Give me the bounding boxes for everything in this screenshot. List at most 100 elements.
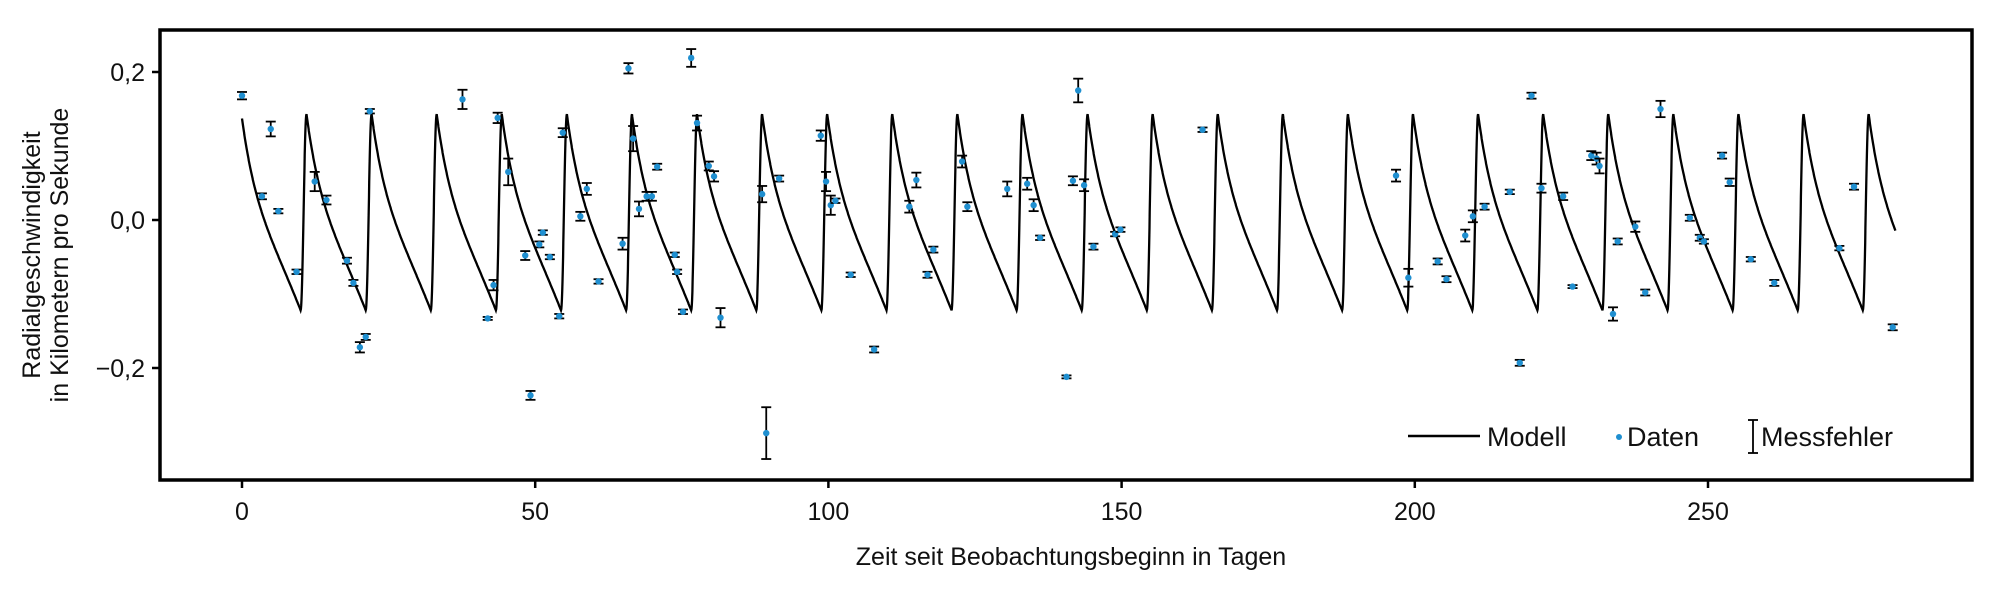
data-point <box>911 171 922 189</box>
data-point <box>957 154 968 169</box>
y-axis-label-line1: Radialgeschwindigkeit <box>18 131 46 378</box>
data-point <box>761 406 772 460</box>
data-point <box>1028 198 1039 213</box>
data-point <box>457 88 468 110</box>
y-axis-label-line2: in Kilometern pro Sekunde <box>46 108 74 403</box>
data-point <box>652 162 663 171</box>
x-tick-label: 50 <box>521 498 549 526</box>
data-point <box>1079 178 1090 193</box>
data-point <box>623 62 634 75</box>
data-point <box>1698 238 1709 245</box>
x-axis-ticks: 0 50 100 150 200 250 <box>235 480 1729 526</box>
data-point <box>1035 234 1046 241</box>
data-point <box>830 197 841 204</box>
data-point <box>633 200 644 218</box>
data-point <box>544 253 555 261</box>
data-point <box>492 111 503 124</box>
data-point <box>309 170 320 193</box>
data-point <box>1467 209 1478 224</box>
data-point <box>1745 256 1756 263</box>
data-point <box>1640 288 1651 297</box>
data-point <box>845 271 856 278</box>
data-point <box>1067 175 1078 187</box>
data-point <box>1887 323 1898 332</box>
data-point <box>1655 99 1666 119</box>
y-tick-label: 0,0 <box>110 207 145 235</box>
data-point <box>1073 77 1084 104</box>
legend-error-label: Messfehler <box>1761 422 1893 452</box>
data-point <box>1608 306 1619 322</box>
data-point <box>962 201 973 213</box>
data-point <box>617 236 628 251</box>
data-point <box>575 210 586 222</box>
data-point <box>525 390 536 401</box>
data-point <box>291 268 302 275</box>
data-point <box>821 170 832 193</box>
data-point <box>686 48 697 68</box>
data-point <box>922 270 933 279</box>
data-point <box>757 185 768 204</box>
data-point <box>669 251 680 258</box>
data-point <box>1088 242 1099 251</box>
data-point <box>715 307 726 329</box>
data-point <box>1558 191 1569 201</box>
data-point <box>692 114 703 132</box>
data-point <box>1594 157 1605 175</box>
legend-data-label: Daten <box>1627 422 1699 452</box>
data-point <box>1432 257 1443 266</box>
data-point <box>815 129 826 142</box>
data-point <box>1441 275 1452 284</box>
data-point <box>534 240 545 249</box>
data-point <box>364 108 375 115</box>
data-point <box>1391 168 1402 183</box>
data-point <box>1684 213 1695 222</box>
legend-data-dot-icon <box>1616 434 1622 440</box>
data-point <box>581 182 592 196</box>
data-point <box>520 250 531 261</box>
data-point <box>360 333 371 341</box>
data-points <box>237 48 1898 460</box>
data-point <box>537 229 548 236</box>
data-point <box>646 190 657 202</box>
data-point <box>1612 237 1623 246</box>
data-point <box>557 127 568 139</box>
data-point <box>503 157 514 187</box>
data-point <box>265 120 276 138</box>
data-point <box>1403 267 1414 288</box>
data-point <box>237 91 247 101</box>
data-point <box>256 192 267 201</box>
data-point <box>1197 126 1208 133</box>
y-tick-label: 0,2 <box>110 59 145 87</box>
data-point <box>1061 373 1072 381</box>
x-tick-label: 250 <box>1687 498 1729 526</box>
y-tick-label: −0,2 <box>96 355 145 383</box>
data-point <box>869 345 880 354</box>
plot-area <box>237 48 1898 460</box>
legend-errorbar-icon <box>1748 419 1758 454</box>
x-axis-label: Zeit seit Beobachtungsbeginn in Tagen <box>856 543 1286 571</box>
data-point <box>1504 188 1515 196</box>
data-point <box>1769 279 1780 287</box>
data-point <box>593 278 604 285</box>
data-point <box>1567 283 1578 290</box>
data-point <box>904 199 915 214</box>
y-axis-ticks: 0,2 0,0 −0,2 <box>96 59 160 383</box>
data-point <box>488 279 499 292</box>
data-point <box>1002 180 1013 198</box>
data-point <box>774 174 785 183</box>
x-tick-label: 150 <box>1101 498 1143 526</box>
data-point <box>1630 220 1641 233</box>
data-point <box>1526 91 1537 100</box>
data-point <box>1536 182 1547 194</box>
data-point <box>1724 177 1735 187</box>
data-point <box>273 207 284 215</box>
data-point <box>348 279 359 287</box>
data-point <box>321 194 332 206</box>
data-point <box>341 256 352 265</box>
data-point <box>672 268 683 275</box>
x-tick-label: 100 <box>808 498 850 526</box>
data-point <box>628 125 639 153</box>
legend: Modell Daten Messfehler <box>1408 419 1893 454</box>
legend-model-label: Modell <box>1487 422 1567 452</box>
